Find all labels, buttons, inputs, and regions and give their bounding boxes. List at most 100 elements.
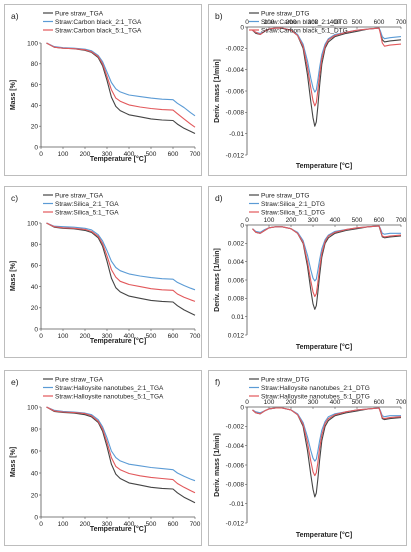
- legend-label: Straw:Silica_5:1_DTG: [261, 209, 325, 216]
- x-tick-label: 400: [124, 333, 135, 340]
- y-tick-label: 0: [34, 514, 38, 521]
- x-tick-label: 700: [190, 521, 201, 528]
- legend-label: Straw:Carbon black_5:1_TGA: [55, 27, 142, 34]
- chart-f: f) 0 100 200 300 400 500 600 700 0 -0.002 -0.004 -0.…: [214, 376, 407, 539]
- panel-label: d): [215, 193, 223, 203]
- series-line-straw-carbon-black-2-1-tga: [46, 42, 196, 117]
- x-tick-label: 0: [245, 399, 249, 406]
- series-line-straw-silica-2-1-tga: [46, 222, 196, 291]
- x-tick-label: 0: [39, 151, 43, 158]
- x-tick-label: 300: [308, 217, 319, 224]
- chart-e: e) 0 100 200 300 400 500 600 700 0 20 40 60 80 100 Temp…: [10, 376, 201, 533]
- y-axis-label: Mass [%]: [10, 261, 17, 291]
- y-tick-label: 0: [34, 144, 38, 151]
- x-tick-label: 600: [168, 333, 179, 340]
- legend-label: Straw:Halloysite nanotubes_5:1_DTG: [261, 393, 370, 400]
- y-tick-label: 20: [31, 124, 39, 131]
- x-tick-label: 100: [58, 521, 69, 528]
- legend-label: Straw:Silica_5:1_TGA: [55, 209, 119, 216]
- y-tick-label: 20: [31, 305, 39, 312]
- panel-f: f) 0 100 200 300 400 500 600 700 0 -0.002 -0.004 -0.…: [208, 370, 407, 546]
- y-tick-label: 0.008: [228, 296, 245, 303]
- y-tick-label: -0.008: [226, 110, 245, 117]
- x-tick-label: 100: [58, 333, 69, 340]
- y-tick-label: 60: [31, 82, 39, 89]
- legend-label: Straw:Halloysite nanotubes_2:1_DTG: [261, 385, 370, 392]
- y-tick-label: 80: [31, 61, 39, 68]
- x-tick-label: 600: [374, 399, 385, 406]
- x-tick-label: 200: [286, 399, 297, 406]
- y-tick-label: 40: [31, 284, 39, 291]
- legend-label: Pure straw_DTG: [261, 10, 309, 17]
- y-tick-label: 100: [27, 404, 38, 411]
- series-line-straw-carbon-black-5-1-dtg: [252, 27, 402, 107]
- chart-c: c) 0 100 200 300 400 500 600 700 0 20 40 60 80 100 Temp…: [10, 192, 201, 345]
- x-tick-label: 300: [102, 333, 113, 340]
- legend-label: Pure straw_TGA: [55, 192, 104, 199]
- panel-b: b) 0 100 200 300 400 500 600 700 0 -0.002 -0.004 -0.…: [208, 4, 407, 176]
- y-tick-label: 60: [31, 263, 39, 270]
- panel-c: c) 0 100 200 300 400 500 600 700 0 20 40 60 80 100 Temp…: [4, 186, 202, 358]
- panel-label: f): [215, 377, 220, 387]
- y-tick-label: -0.006: [226, 88, 245, 95]
- y-axis-label: Deriv. mass [1/min]: [214, 59, 221, 123]
- x-tick-label: 600: [374, 217, 385, 224]
- y-axis-label: Deriv. mass [1/min]: [214, 433, 221, 497]
- y-tick-label: 0.012: [228, 332, 245, 339]
- x-axis-label: Temperature [°C]: [296, 343, 352, 351]
- y-tick-label: -0.004: [226, 443, 245, 450]
- y-tick-label: 80: [31, 426, 39, 433]
- legend-label: Straw:Halloysite nanotubes_2:1_TGA: [55, 385, 164, 392]
- legend-label: Pure straw_TGA: [55, 10, 104, 17]
- y-axis-label: Deriv. mass [1/min]: [214, 248, 221, 312]
- legend-label: Pure straw_DTG: [261, 192, 309, 199]
- series-line-straw-carbon-black-5-1-tga: [46, 42, 196, 128]
- panel-d: d) 0 100 200 300 400 500 600 700 0 0.002 0.004 0.006…: [208, 186, 407, 358]
- x-axis-label: Temperature [°C]: [296, 162, 352, 170]
- y-tick-label: 40: [31, 103, 39, 110]
- x-tick-label: 200: [80, 151, 91, 158]
- panel-label: b): [215, 11, 223, 21]
- legend-label: Pure straw_DTG: [261, 376, 309, 383]
- legend-label: Straw:Halloysite nanotubes_5:1_TGA: [55, 393, 164, 400]
- x-tick-label: 400: [330, 217, 341, 224]
- y-tick-label: -0.012: [226, 520, 245, 527]
- x-tick-label: 700: [190, 333, 201, 340]
- x-tick-label: 500: [146, 333, 157, 340]
- chart-d: d) 0 100 200 300 400 500 600 700 0 0.002 0.004 0.006…: [214, 192, 407, 351]
- x-tick-label: 500: [352, 19, 363, 26]
- y-tick-label: 40: [31, 470, 39, 477]
- panel-label: e): [11, 377, 19, 387]
- series-line-straw-silica-5-1-dtg: [252, 225, 402, 298]
- y-tick-label: 0.004: [228, 259, 245, 266]
- series-line-pure-straw-tga: [46, 406, 196, 504]
- x-axis-label: Temperature [°C]: [90, 337, 146, 345]
- y-tick-label: 100: [27, 220, 38, 227]
- x-tick-label: 100: [264, 217, 275, 224]
- x-tick-label: 600: [168, 151, 179, 158]
- x-tick-label: 200: [286, 19, 297, 26]
- legend-label: Straw:Silica_2:1_TGA: [55, 201, 119, 208]
- panel-a: a) 0 100 200 300 400 500 600 700 0 20 40 60 80 100 Temp…: [4, 4, 202, 176]
- y-tick-label: -0.01: [229, 501, 244, 508]
- series-line-pure-straw-tga: [46, 42, 196, 134]
- x-tick-label: 0: [39, 333, 43, 340]
- legend-label: Straw:Carbon black_2:1_DTG: [261, 19, 348, 26]
- x-axis-label: Temperature [°C]: [296, 531, 352, 539]
- x-tick-label: 400: [330, 399, 341, 406]
- y-tick-label: 20: [31, 492, 39, 499]
- series-line-straw-silica-5-1-tga: [46, 222, 196, 302]
- y-tick-label: 60: [31, 448, 39, 455]
- x-tick-label: 200: [80, 333, 91, 340]
- x-tick-label: 700: [396, 217, 407, 224]
- x-tick-label: 100: [264, 19, 275, 26]
- y-tick-label: -0.008: [226, 482, 245, 489]
- x-tick-label: 700: [396, 19, 407, 26]
- y-tick-label: 0.002: [228, 241, 245, 248]
- x-tick-label: 500: [352, 399, 363, 406]
- x-tick-label: 0: [39, 521, 43, 528]
- x-tick-label: 100: [264, 399, 275, 406]
- y-tick-label: 0: [34, 326, 38, 333]
- x-tick-label: 600: [168, 521, 179, 528]
- x-tick-label: 100: [58, 151, 69, 158]
